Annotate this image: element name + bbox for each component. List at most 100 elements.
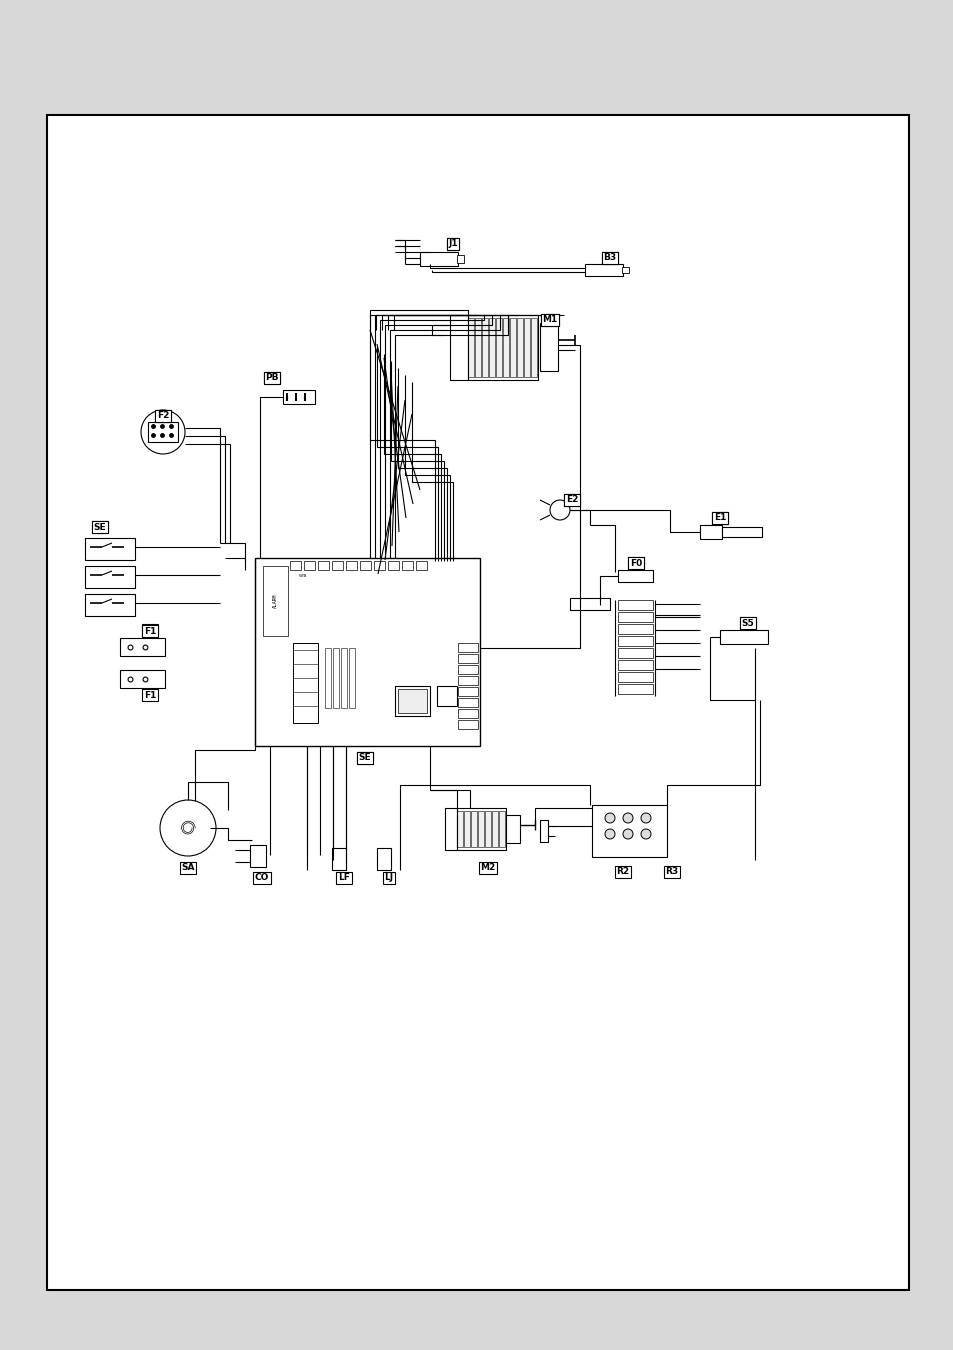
Bar: [618, 684, 652, 694]
Bar: [457, 643, 477, 652]
Bar: [475, 319, 480, 377]
Bar: [498, 811, 504, 846]
Bar: [317, 562, 329, 570]
Bar: [416, 562, 427, 570]
Text: SE: SE: [93, 522, 106, 532]
Text: E1: E1: [713, 513, 725, 522]
Bar: [539, 819, 547, 842]
Circle shape: [622, 829, 633, 838]
Text: W/B: W/B: [298, 574, 307, 578]
Bar: [419, 252, 457, 266]
Bar: [510, 319, 516, 377]
Circle shape: [604, 829, 615, 838]
Text: F0: F0: [629, 559, 641, 567]
Bar: [721, 526, 761, 537]
Bar: [621, 267, 628, 273]
Bar: [584, 265, 622, 275]
Bar: [290, 562, 301, 570]
Bar: [471, 811, 476, 846]
Bar: [592, 805, 666, 857]
Bar: [250, 845, 266, 867]
Text: ALARM: ALARM: [273, 594, 277, 609]
Text: B3: B3: [603, 254, 616, 262]
Bar: [457, 676, 477, 684]
Text: F1: F1: [144, 690, 156, 699]
Bar: [456, 255, 463, 263]
Bar: [468, 315, 537, 379]
Bar: [436, 686, 456, 706]
Bar: [332, 562, 343, 570]
Bar: [463, 811, 470, 846]
Bar: [523, 319, 530, 377]
Bar: [720, 630, 767, 644]
Bar: [340, 648, 347, 707]
Bar: [456, 809, 505, 850]
Bar: [333, 648, 338, 707]
Bar: [120, 639, 165, 656]
Text: F2: F2: [156, 412, 169, 420]
Bar: [618, 624, 652, 634]
Bar: [481, 319, 488, 377]
Text: SE: SE: [358, 753, 371, 763]
Bar: [468, 319, 474, 377]
Text: E2: E2: [565, 495, 578, 505]
Circle shape: [604, 813, 615, 823]
Bar: [293, 643, 317, 724]
Bar: [376, 848, 391, 869]
Bar: [332, 848, 346, 869]
Bar: [346, 562, 356, 570]
Bar: [120, 670, 165, 688]
Bar: [569, 598, 609, 610]
Bar: [457, 653, 477, 663]
Bar: [531, 319, 537, 377]
Bar: [85, 594, 135, 616]
Text: M2: M2: [480, 864, 496, 872]
Bar: [457, 720, 477, 729]
Circle shape: [141, 410, 185, 454]
Text: E1: E1: [713, 513, 725, 522]
Bar: [325, 648, 331, 707]
Bar: [618, 648, 652, 657]
Bar: [496, 319, 501, 377]
Text: J1: J1: [448, 239, 457, 248]
Bar: [618, 599, 652, 610]
Bar: [618, 570, 652, 582]
Circle shape: [640, 813, 650, 823]
Bar: [618, 660, 652, 670]
Text: M1: M1: [542, 316, 558, 324]
Text: LJ: LJ: [384, 873, 394, 883]
Text: R3: R3: [665, 868, 678, 876]
Bar: [700, 525, 721, 539]
Bar: [450, 315, 468, 379]
Text: J1: J1: [448, 239, 457, 248]
Bar: [477, 811, 483, 846]
Bar: [401, 562, 413, 570]
Circle shape: [160, 801, 215, 856]
Text: R2: R2: [616, 868, 629, 876]
Bar: [397, 688, 427, 713]
Text: F1: F1: [144, 626, 156, 636]
Text: LF: LF: [337, 873, 350, 883]
Bar: [85, 566, 135, 589]
Circle shape: [550, 500, 569, 520]
Text: F0: F0: [629, 559, 641, 567]
Bar: [492, 811, 497, 846]
Bar: [517, 319, 522, 377]
Text: S5: S5: [740, 618, 754, 628]
Bar: [263, 566, 288, 636]
Text: PB: PB: [265, 374, 278, 382]
Bar: [457, 687, 477, 697]
Text: CO: CO: [254, 873, 269, 883]
Bar: [618, 636, 652, 647]
Text: E2: E2: [565, 495, 578, 505]
Bar: [148, 423, 178, 441]
Bar: [304, 562, 314, 570]
Bar: [349, 648, 355, 707]
Text: SE: SE: [93, 522, 106, 532]
Bar: [359, 562, 371, 570]
Bar: [254, 558, 479, 747]
Bar: [489, 319, 495, 377]
Text: SE: SE: [358, 753, 371, 763]
Circle shape: [622, 813, 633, 823]
Bar: [283, 390, 314, 404]
